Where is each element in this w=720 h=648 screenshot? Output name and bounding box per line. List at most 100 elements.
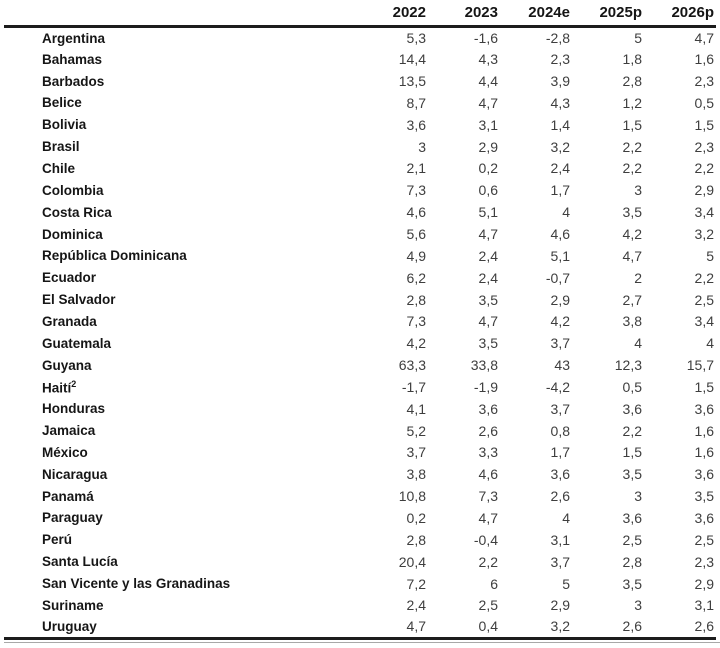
country-cell: Santa Lucía (42, 554, 118, 570)
table-row: Santa Lucía 20,4 2,2 3,7 2,8 2,3 (4, 551, 716, 573)
value-cell: 3,2 (694, 226, 714, 243)
value-cell: 43 (554, 357, 570, 374)
country-cell: Ecuador (42, 270, 97, 286)
table-row: Suriname 2,4 2,5 2,9 3 3,1 (4, 594, 716, 616)
value-cell: 3,7 (550, 335, 570, 352)
country-column-header (4, 2, 356, 28)
footnote-marker: 2 (71, 378, 77, 389)
table-row: Argentina 5,3 -1,6 -2,8 5 4,7 (4, 27, 716, 49)
value-cell: 3,8 (406, 466, 426, 483)
value-cell: 1,5 (694, 378, 714, 395)
column-header-2024e: 2024e (500, 2, 572, 28)
country-cell: Colombia (42, 182, 104, 198)
value-cell: 7,3 (406, 313, 426, 330)
value-cell: 2,2 (622, 138, 642, 155)
country-cell: Paraguay (42, 510, 103, 526)
value-cell: -1,6 (473, 30, 498, 47)
value-cell: 1,6 (694, 422, 714, 439)
value-cell: 1,8 (622, 51, 642, 68)
table-row: Guyana 63,3 33,8 43 12,3 15,7 (4, 354, 716, 376)
value-cell: 4 (706, 335, 714, 352)
value-cell: 2,4 (406, 597, 426, 614)
value-cell: 2,3 (550, 51, 570, 68)
country-cell: Argentina (42, 30, 106, 46)
table-row: Perú 2,8 -0,4 3,1 2,5 2,5 (4, 529, 716, 551)
value-cell: -1,9 (473, 378, 498, 395)
country-cell: Honduras (42, 401, 106, 417)
value-cell: 1,7 (550, 444, 570, 461)
value-cell: 4,7 (478, 313, 498, 330)
country-cell: Barbados (42, 73, 105, 89)
value-cell: 4,3 (550, 94, 570, 111)
value-cell: 4 (634, 335, 642, 352)
gdp-growth-table: 2022 2023 2024e 2025p 2026p Argentina 5,3… (4, 2, 716, 640)
table-row: República Dominicana 4,9 2,4 5,1 4,7 5 (4, 245, 716, 267)
value-cell: 0,5 (694, 94, 714, 111)
value-cell: 5,3 (406, 30, 426, 47)
value-cell: 0,5 (622, 378, 642, 395)
country-cell: Suriname (42, 597, 104, 613)
value-cell: 0,4 (478, 618, 498, 635)
value-cell: 4,7 (406, 618, 426, 635)
value-cell: 2,8 (622, 73, 642, 90)
value-cell: 0,2 (478, 160, 498, 177)
value-cell: 4,2 (406, 335, 426, 352)
value-cell: 3,7 (550, 400, 570, 417)
value-cell: 3 (418, 138, 426, 155)
value-cell: 3,7 (406, 444, 426, 461)
value-cell: 7,2 (406, 575, 426, 592)
value-cell: 2,7 (622, 291, 642, 308)
value-cell: -0,4 (473, 531, 498, 548)
country-cell: Uruguay (42, 618, 97, 634)
value-cell: 4,6 (406, 204, 426, 221)
table-row: Dominica 5,6 4,7 4,6 4,2 3,2 (4, 223, 716, 245)
value-cell: 33,8 (470, 357, 498, 374)
value-cell: 4,7 (478, 226, 498, 243)
value-cell: 0,8 (550, 422, 570, 439)
value-cell: 2,2 (694, 269, 714, 286)
header-row: 2022 2023 2024e 2025p 2026p (4, 2, 716, 28)
table-row: Barbados 13,5 4,4 3,9 2,8 2,3 (4, 70, 716, 92)
value-cell: 0,6 (478, 182, 498, 199)
value-cell: 3 (634, 182, 642, 199)
value-cell: 3,3 (478, 444, 498, 461)
country-cell: Panamá (42, 488, 94, 504)
country-cell: Guyana (42, 357, 92, 373)
value-cell: 4,7 (694, 30, 714, 47)
value-cell: 5,6 (406, 226, 426, 243)
value-cell: 15,7 (686, 357, 714, 374)
country-cell: Bahamas (42, 51, 103, 67)
value-cell: 3,7 (550, 553, 570, 570)
value-cell: 3,6 (694, 400, 714, 417)
table-row: Jamaica 5,2 2,6 0,8 2,2 1,6 (4, 420, 716, 442)
column-header-2025p: 2025p (572, 2, 644, 28)
value-cell: 3,9 (550, 73, 570, 90)
value-cell: 4,4 (478, 73, 498, 90)
table-row: Guatemala 4,2 3,5 3,7 4 4 (4, 332, 716, 354)
value-cell: 2,6 (622, 618, 642, 635)
table-row: Bahamas 14,4 4,3 2,3 1,8 1,6 (4, 48, 716, 70)
value-cell: 2,8 (406, 531, 426, 548)
country-cell: Costa Rica (42, 204, 112, 220)
value-cell: 3,6 (622, 400, 642, 417)
country-cell: Haití2 (4, 376, 356, 398)
value-cell: 3,4 (694, 204, 714, 221)
value-cell: -4,2 (545, 378, 570, 395)
table-row: Ecuador 6,2 2,4 -0,7 2 2,2 (4, 267, 716, 289)
value-cell: 4,7 (478, 509, 498, 526)
table-row: Colombia 7,3 0,6 1,7 3 2,9 (4, 179, 716, 201)
value-cell: 5,2 (406, 422, 426, 439)
table-row: Nicaragua 3,8 4,6 3,6 3,5 3,6 (4, 463, 716, 485)
value-cell: 14,4 (398, 51, 426, 68)
value-cell: 5 (706, 247, 714, 264)
value-cell: 3,8 (622, 313, 642, 330)
table-bottom-divider (4, 641, 720, 643)
value-cell: 3 (634, 488, 642, 505)
value-cell: 5,1 (550, 247, 570, 264)
value-cell: 7,3 (406, 182, 426, 199)
value-cell: 5,1 (478, 204, 498, 221)
value-cell: 2,9 (550, 291, 570, 308)
value-cell: 3,5 (478, 291, 498, 308)
value-cell: 2,9 (550, 597, 570, 614)
